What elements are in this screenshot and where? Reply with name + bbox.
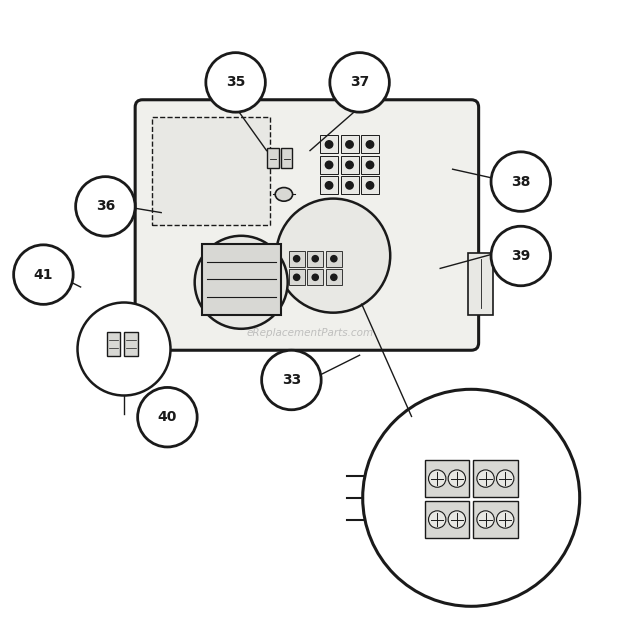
Circle shape	[366, 182, 374, 189]
Circle shape	[326, 161, 333, 169]
Circle shape	[276, 198, 390, 313]
Circle shape	[330, 53, 389, 112]
Text: eReplacementParts.com: eReplacementParts.com	[246, 329, 374, 338]
Circle shape	[477, 470, 494, 487]
Bar	[468, 252, 493, 315]
Bar	[202, 244, 281, 315]
Bar	[326, 251, 342, 266]
Bar	[361, 135, 379, 153]
Circle shape	[346, 182, 353, 189]
Bar	[288, 251, 305, 266]
Circle shape	[14, 245, 73, 305]
Circle shape	[448, 470, 466, 487]
Text: 35: 35	[226, 76, 246, 90]
Bar	[425, 460, 469, 497]
Circle shape	[497, 470, 514, 487]
Bar	[340, 176, 358, 195]
Bar	[107, 331, 120, 356]
Circle shape	[428, 511, 446, 528]
Bar	[425, 501, 469, 538]
Bar	[326, 269, 342, 286]
Circle shape	[330, 274, 337, 280]
Bar	[307, 269, 324, 286]
Bar	[124, 331, 138, 356]
Circle shape	[262, 350, 321, 410]
Circle shape	[330, 256, 337, 262]
Circle shape	[497, 511, 514, 528]
Text: 33: 33	[281, 373, 301, 387]
Bar	[320, 135, 338, 153]
Bar	[361, 176, 379, 195]
Bar	[340, 135, 358, 153]
Bar	[307, 251, 324, 266]
Text: 38: 38	[511, 175, 531, 189]
Text: 39: 39	[511, 249, 531, 263]
Circle shape	[326, 182, 333, 189]
Circle shape	[346, 141, 353, 148]
Bar	[361, 156, 379, 174]
Circle shape	[326, 141, 333, 148]
Circle shape	[366, 141, 374, 148]
Circle shape	[78, 303, 170, 396]
Circle shape	[428, 470, 446, 487]
Circle shape	[366, 161, 374, 169]
Circle shape	[195, 236, 288, 329]
Circle shape	[76, 177, 135, 236]
Bar	[320, 176, 338, 195]
Bar	[281, 148, 292, 169]
Text: 40: 40	[157, 410, 177, 424]
Bar	[340, 156, 358, 174]
Circle shape	[312, 256, 318, 262]
Text: 37: 37	[350, 76, 370, 90]
Text: 41: 41	[33, 268, 53, 282]
Circle shape	[346, 161, 353, 169]
Circle shape	[448, 511, 466, 528]
Bar	[267, 148, 278, 169]
Text: 36: 36	[95, 200, 115, 214]
Circle shape	[363, 389, 580, 606]
Circle shape	[491, 226, 551, 286]
Bar	[320, 156, 338, 174]
Bar	[473, 501, 518, 538]
Ellipse shape	[275, 188, 293, 201]
Circle shape	[491, 152, 551, 211]
Bar	[473, 460, 518, 497]
Bar	[152, 116, 270, 225]
Circle shape	[138, 387, 197, 447]
FancyBboxPatch shape	[135, 100, 479, 350]
Bar	[288, 269, 305, 286]
Circle shape	[293, 274, 299, 280]
Circle shape	[477, 511, 494, 528]
Circle shape	[206, 53, 265, 112]
Circle shape	[293, 256, 299, 262]
Circle shape	[312, 274, 318, 280]
